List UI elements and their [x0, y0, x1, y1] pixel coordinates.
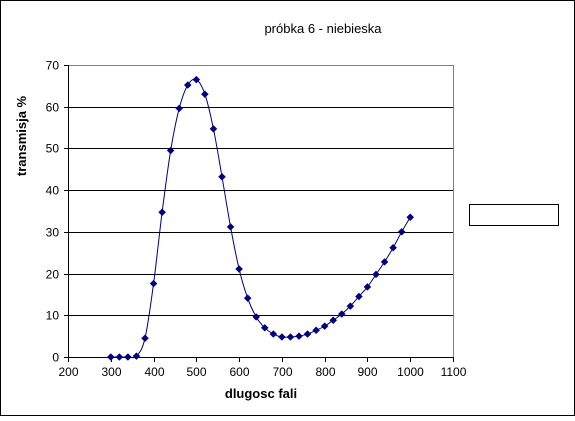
data-point: [158, 208, 166, 217]
x-tick-label: 500: [186, 365, 206, 379]
y-tick-label: 10: [46, 309, 60, 323]
data-point: [380, 258, 389, 266]
data-point: [149, 279, 158, 288]
data-point: [397, 228, 406, 236]
data-point: [192, 75, 201, 84]
x-tick-label: 200: [58, 365, 78, 379]
x-tick-label: 700: [272, 365, 292, 379]
series-layer: [106, 75, 415, 361]
data-point: [260, 323, 269, 332]
data-point: [363, 283, 372, 291]
x-tick-label: 400: [144, 365, 164, 379]
chart-title: próbka 6 - niebieska: [264, 21, 382, 36]
data-point: [252, 313, 261, 321]
y-tick-label: 30: [46, 226, 60, 240]
x-tick-label: 900: [357, 365, 377, 379]
data-point: [337, 310, 346, 318]
data-point: [295, 332, 303, 340]
data-point: [226, 222, 235, 231]
x-tick-label: 800: [315, 365, 335, 379]
data-point: [124, 353, 132, 361]
x-tick-label: 1000: [397, 365, 424, 379]
data-point: [243, 294, 252, 303]
data-point: [183, 81, 192, 89]
data-point: [389, 243, 397, 252]
data-point: [269, 330, 278, 338]
x-tick-label: 300: [101, 365, 121, 379]
data-point: [166, 146, 175, 155]
x-axis-title: dlugosc fali: [225, 386, 297, 401]
data-point: [235, 265, 243, 273]
data-point: [346, 302, 355, 310]
data-point: [303, 330, 312, 338]
y-tick-label: 20: [46, 268, 60, 282]
data-point: [218, 172, 226, 181]
data-point: [278, 333, 286, 341]
y-tick-label: 70: [46, 59, 60, 73]
data-point: [320, 322, 329, 330]
data-point: [115, 353, 124, 361]
y-tick-label: 60: [46, 101, 60, 115]
data-point: [209, 124, 218, 133]
data-point: [141, 334, 149, 343]
data-point: [406, 213, 415, 222]
y-tick-label: 40: [46, 184, 60, 198]
x-tick-label: 600: [229, 365, 249, 379]
data-point: [286, 333, 295, 341]
legend-box: [469, 204, 559, 226]
y-axis-title: transmisja %: [14, 95, 29, 176]
data-point: [201, 90, 209, 99]
x-tick-label: 1100: [441, 365, 467, 379]
y-tick-label: 0: [52, 351, 59, 365]
data-point: [329, 316, 338, 325]
data-point: [132, 352, 141, 361]
data-point: [175, 104, 184, 113]
data-point: [312, 326, 320, 335]
data-point: [106, 353, 115, 361]
data-point: [372, 270, 380, 279]
y-tick-label: 50: [46, 142, 60, 156]
data-point: [355, 292, 363, 301]
